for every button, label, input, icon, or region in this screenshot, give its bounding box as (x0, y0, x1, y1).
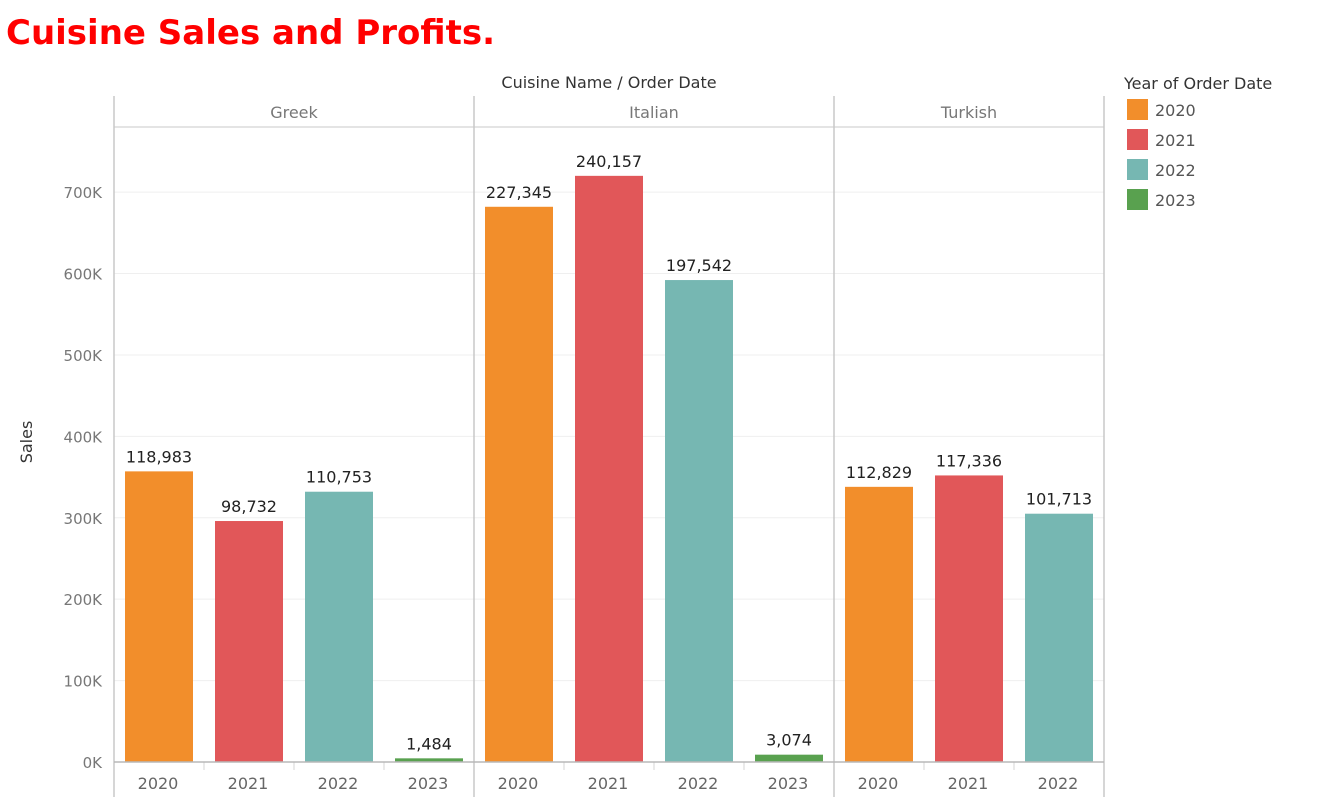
plot-area: 0K 100K 200K 300K 400K 500K 600K 700K Greek 118,9… (64, 96, 1105, 797)
bar-turkish-2020[interactable] (845, 486, 913, 762)
y-axis-label: Sales (17, 421, 36, 464)
data-label: 227,345 (486, 183, 552, 202)
column-header: Cuisine Name / Order Date (501, 73, 716, 92)
data-label: 98,732 (221, 497, 277, 516)
x-tick-label: 2021 (588, 774, 629, 793)
data-label: 101,713 (1026, 490, 1092, 509)
x-tick-label: 2023 (408, 774, 449, 793)
bar-italian-2022[interactable] (665, 280, 733, 762)
legend-title: Year of Order Date (1123, 74, 1272, 93)
data-label: 110,753 (306, 468, 372, 487)
bar-turkish-2022[interactable] (1025, 513, 1093, 762)
legend-label: 2020 (1155, 101, 1196, 120)
data-label: 197,542 (666, 256, 732, 275)
bar-italian-2023[interactable] (755, 754, 823, 762)
pane-label-greek: Greek (270, 103, 318, 122)
y-tick-label: 100K (64, 673, 104, 691)
legend-swatch-2021[interactable] (1127, 129, 1148, 150)
chart-title: Cuisine Sales and Profits. (6, 13, 495, 53)
x-tick-label: 2022 (318, 774, 359, 793)
legend-swatch-2022[interactable] (1127, 159, 1148, 180)
data-label: 112,829 (846, 463, 912, 482)
legend-label: 2021 (1155, 131, 1196, 150)
y-tick-label: 200K (64, 591, 104, 609)
x-tick-label: 2023 (768, 774, 809, 793)
legend-swatch-2020[interactable] (1127, 99, 1148, 120)
y-tick-label: 700K (64, 184, 104, 202)
bar-italian-2021[interactable] (575, 175, 643, 762)
data-label: 117,336 (936, 451, 1002, 470)
x-tick-label: 2022 (1038, 774, 1079, 793)
y-tick-label: 400K (64, 428, 104, 446)
bar-turkish-2021[interactable] (935, 475, 1003, 762)
bar-greek-2020[interactable] (125, 471, 193, 762)
pane-label-italian: Italian (629, 103, 679, 122)
data-label: 3,074 (766, 731, 812, 750)
x-tick-label: 2020 (138, 774, 179, 793)
legend-label: 2023 (1155, 191, 1196, 210)
bar-italian-2020[interactable] (485, 206, 553, 763)
x-tick-label: 2020 (858, 774, 899, 793)
bar-greek-2021[interactable] (215, 521, 283, 762)
data-label: 118,983 (126, 447, 192, 466)
x-tick-label: 2020 (498, 774, 539, 793)
bar-greek-2023[interactable] (395, 758, 463, 762)
y-tick-label: 500K (64, 347, 104, 365)
x-tick-label: 2022 (678, 774, 719, 793)
data-label: 240,157 (576, 152, 642, 171)
legend-label: 2022 (1155, 161, 1196, 180)
pane-label-turkish: Turkish (940, 103, 997, 122)
bar-greek-2022[interactable] (305, 491, 373, 762)
y-tick-label: 0K (83, 754, 104, 772)
data-label: 1,484 (406, 734, 452, 753)
y-tick-label: 600K (64, 266, 104, 284)
x-tick-label: 2021 (228, 774, 269, 793)
y-tick-label: 300K (64, 510, 104, 528)
legend-swatch-2023[interactable] (1127, 189, 1148, 210)
legend: 2020 2021 2022 2023 (1127, 99, 1196, 210)
x-tick-label: 2021 (948, 774, 989, 793)
